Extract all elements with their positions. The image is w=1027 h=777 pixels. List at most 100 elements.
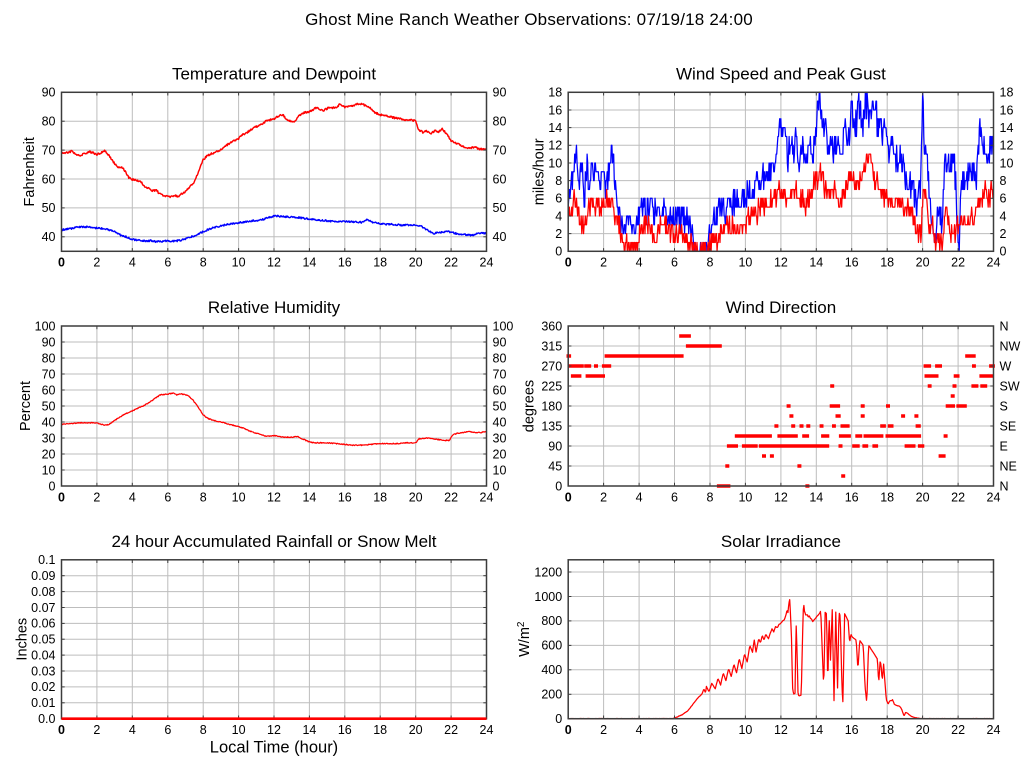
svg-text:2: 2 [600,723,607,737]
svg-text:100: 100 [493,319,514,333]
svg-text:4: 4 [555,209,562,223]
svg-text:12: 12 [267,490,281,504]
svg-text:70: 70 [493,143,507,157]
svg-text:8: 8 [200,490,207,504]
svg-text:Relative Humidity: Relative Humidity [208,298,341,317]
svg-text:6: 6 [671,490,678,504]
svg-text:24: 24 [987,490,1001,504]
svg-text:18: 18 [373,490,387,504]
svg-text:16: 16 [338,490,352,504]
svg-text:45: 45 [548,459,562,473]
svg-text:22: 22 [951,490,965,504]
svg-text:24: 24 [480,256,494,270]
svg-text:20: 20 [493,447,507,461]
svg-text:10: 10 [232,490,246,504]
svg-text:10: 10 [232,256,246,270]
svg-text:20: 20 [42,447,56,461]
svg-text:4: 4 [1000,209,1007,223]
svg-text:22: 22 [444,256,458,270]
svg-text:SE: SE [1000,419,1017,433]
svg-text:16: 16 [1000,103,1014,117]
svg-text:12: 12 [774,723,788,737]
svg-text:10: 10 [1000,156,1014,170]
svg-text:315: 315 [541,339,562,353]
svg-text:90: 90 [548,439,562,453]
svg-text:20: 20 [916,723,930,737]
svg-text:16: 16 [845,723,859,737]
svg-text:4: 4 [129,723,136,737]
svg-text:50: 50 [42,399,56,413]
svg-text:2: 2 [555,227,562,241]
svg-text:6: 6 [1000,192,1007,206]
svg-text:0.07: 0.07 [31,601,55,615]
svg-text:Percent: Percent [18,381,34,431]
svg-text:360: 360 [541,319,562,333]
svg-text:0.0: 0.0 [38,712,55,726]
svg-text:14: 14 [548,121,562,135]
svg-text:SW: SW [1000,379,1020,393]
svg-text:14: 14 [302,490,316,504]
svg-text:Fahrenheit: Fahrenheit [22,137,38,206]
svg-text:270: 270 [541,359,562,373]
svg-text:16: 16 [548,103,562,117]
svg-text:2: 2 [93,256,100,270]
svg-text:50: 50 [493,201,507,215]
svg-text:16: 16 [845,490,859,504]
svg-text:0.09: 0.09 [31,569,55,583]
svg-text:0.1: 0.1 [38,553,55,567]
svg-text:10: 10 [548,156,562,170]
svg-text:24: 24 [480,723,494,737]
svg-text:Ghost Mine Ranch Weather Obser: Ghost Mine Ranch Weather Observations: 0… [305,10,753,29]
svg-text:60: 60 [493,383,507,397]
svg-text:6: 6 [671,723,678,737]
svg-text:0.01: 0.01 [31,696,55,710]
svg-text:80: 80 [42,351,56,365]
svg-text:70: 70 [42,143,56,157]
svg-text:8: 8 [200,256,207,270]
svg-text:80: 80 [493,115,507,129]
svg-text:14: 14 [1000,121,1014,135]
svg-text:4: 4 [129,256,136,270]
svg-text:20: 20 [409,723,423,737]
svg-text:0.02: 0.02 [31,680,55,694]
svg-text:16: 16 [338,723,352,737]
svg-text:200: 200 [541,688,562,702]
svg-text:4: 4 [636,256,643,270]
svg-text:8: 8 [200,723,207,737]
svg-text:14: 14 [809,723,823,737]
svg-text:Temperature and Dewpoint: Temperature and Dewpoint [172,64,376,83]
svg-text:40: 40 [493,230,507,244]
svg-text:12: 12 [774,490,788,504]
svg-text:18: 18 [880,723,894,737]
svg-text:W/m2: W/m2 [516,621,534,657]
svg-text:12: 12 [267,256,281,270]
svg-text:50: 50 [42,201,56,215]
svg-text:0: 0 [1000,245,1007,259]
svg-text:4: 4 [636,723,643,737]
svg-text:miles/hour: miles/hour [532,138,548,205]
svg-text:NW: NW [1000,339,1021,353]
svg-text:S: S [1000,399,1008,413]
svg-text:0: 0 [555,245,562,259]
svg-text:800: 800 [541,614,562,628]
svg-text:135: 135 [541,419,562,433]
svg-text:Inches: Inches [15,618,31,661]
svg-text:20: 20 [409,490,423,504]
svg-text:40: 40 [493,415,507,429]
svg-text:80: 80 [493,351,507,365]
svg-text:12: 12 [548,139,562,153]
svg-text:0: 0 [565,256,572,270]
svg-text:18: 18 [373,256,387,270]
svg-text:16: 16 [845,256,859,270]
svg-text:0: 0 [565,723,572,737]
svg-text:24: 24 [480,490,494,504]
svg-text:600: 600 [541,639,562,653]
svg-text:50: 50 [493,399,507,413]
svg-text:10: 10 [738,490,752,504]
svg-text:10: 10 [232,723,246,737]
svg-text:90: 90 [42,335,56,349]
svg-text:E: E [1000,439,1008,453]
svg-text:24: 24 [987,723,1001,737]
svg-text:2: 2 [600,490,607,504]
svg-text:N: N [1000,319,1009,333]
